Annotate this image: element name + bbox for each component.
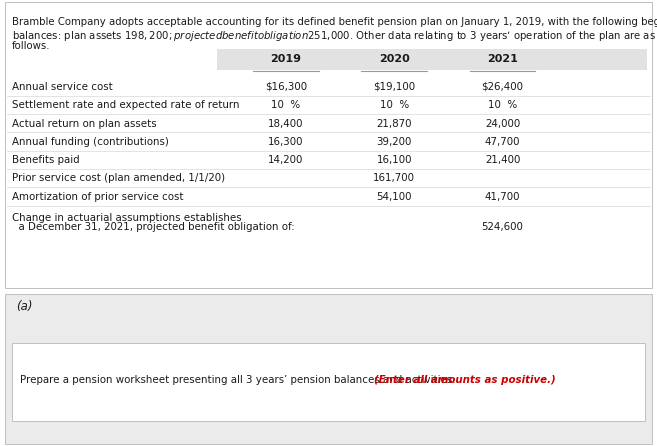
Text: Amortization of prior service cost: Amortization of prior service cost (12, 192, 183, 202)
Text: 2020: 2020 (379, 54, 409, 64)
Text: 16,100: 16,100 (376, 155, 412, 165)
Text: balances: plan assets $198,200; projected benefit obligation $251,000. Other dat: balances: plan assets $198,200; projecte… (12, 29, 656, 42)
Text: Settlement rate and expected rate of return: Settlement rate and expected rate of ret… (12, 100, 239, 110)
Text: 10  %: 10 % (488, 100, 517, 110)
Text: 161,700: 161,700 (373, 173, 415, 183)
Text: 10  %: 10 % (380, 100, 409, 110)
Text: (a): (a) (16, 300, 33, 313)
Text: 10  %: 10 % (271, 100, 300, 110)
Text: 41,700: 41,700 (485, 192, 520, 202)
Text: 18,400: 18,400 (268, 119, 304, 128)
Text: Prior service cost (plan amended, 1/1/20): Prior service cost (plan amended, 1/1/20… (12, 173, 225, 183)
Text: 14,200: 14,200 (268, 155, 304, 165)
Text: a December 31, 2021, projected benefit obligation of:: a December 31, 2021, projected benefit o… (12, 223, 294, 232)
Text: $16,300: $16,300 (265, 82, 307, 92)
Text: 47,700: 47,700 (485, 137, 520, 147)
Text: Benefits paid: Benefits paid (12, 155, 79, 165)
Text: $26,400: $26,400 (482, 82, 524, 92)
Text: 24,000: 24,000 (485, 119, 520, 128)
Text: 524,600: 524,600 (482, 223, 524, 232)
Text: $19,100: $19,100 (373, 82, 415, 92)
Text: Prepare a pension worksheet presenting all 3 years’ pension balances and activit: Prepare a pension worksheet presenting a… (20, 375, 459, 385)
Text: Actual return on plan assets: Actual return on plan assets (12, 119, 156, 128)
Text: 2019: 2019 (270, 54, 302, 64)
Text: follows.: follows. (12, 41, 51, 50)
Text: 21,870: 21,870 (376, 119, 412, 128)
Text: 16,300: 16,300 (268, 137, 304, 147)
Text: 21,400: 21,400 (485, 155, 520, 165)
Text: Bramble Company adopts acceptable accounting for its defined benefit pension pla: Bramble Company adopts acceptable accoun… (12, 17, 657, 26)
Text: Annual service cost: Annual service cost (12, 82, 112, 92)
Text: 54,100: 54,100 (376, 192, 412, 202)
Text: 39,200: 39,200 (376, 137, 412, 147)
Text: 2021: 2021 (487, 54, 518, 64)
Text: Change in actuarial assumptions establishes: Change in actuarial assumptions establis… (12, 213, 242, 223)
Text: (Enter all amounts as positive.): (Enter all amounts as positive.) (374, 375, 556, 385)
Text: Annual funding (contributions): Annual funding (contributions) (12, 137, 169, 147)
